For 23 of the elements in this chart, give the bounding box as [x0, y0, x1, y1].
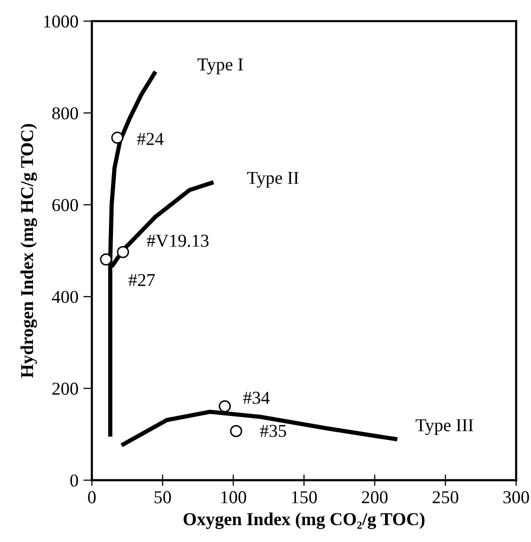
y-tick-label: 400 [52, 290, 78, 304]
y-axis-title: Hydrogen Index (mg HC/g TOC) [20, 124, 37, 378]
x-tick-label: 250 [432, 491, 458, 504]
x-tick-label: 50 [154, 491, 171, 504]
x-tick-label: 300 [503, 491, 529, 504]
y-tick-label: 200 [52, 382, 78, 395]
annotation: #35 [260, 424, 286, 437]
series-label: Type III [416, 419, 474, 436]
x-tick-label: 0 [88, 491, 96, 504]
y-tick-label: 800 [52, 107, 78, 120]
text: Type I [197, 58, 243, 74]
annotation: #27 [128, 274, 155, 286]
series-label: Type II [247, 172, 299, 188]
annotation: #34 [243, 392, 270, 404]
annotation: #V19.13 [146, 234, 209, 247]
y-tick-label: 0 [70, 474, 78, 487]
annotation: #24 [137, 132, 164, 145]
x-axis-title: Oxygen Index (mg CO₂/g TOC) [184, 512, 424, 530]
y-tick-label: 1000 [44, 15, 78, 28]
x-tick-label: 200 [362, 491, 388, 504]
x-tick-label: 100 [221, 491, 246, 504]
x-tick-label: 150 [292, 491, 317, 504]
y-tick-label: 600 [52, 199, 78, 212]
